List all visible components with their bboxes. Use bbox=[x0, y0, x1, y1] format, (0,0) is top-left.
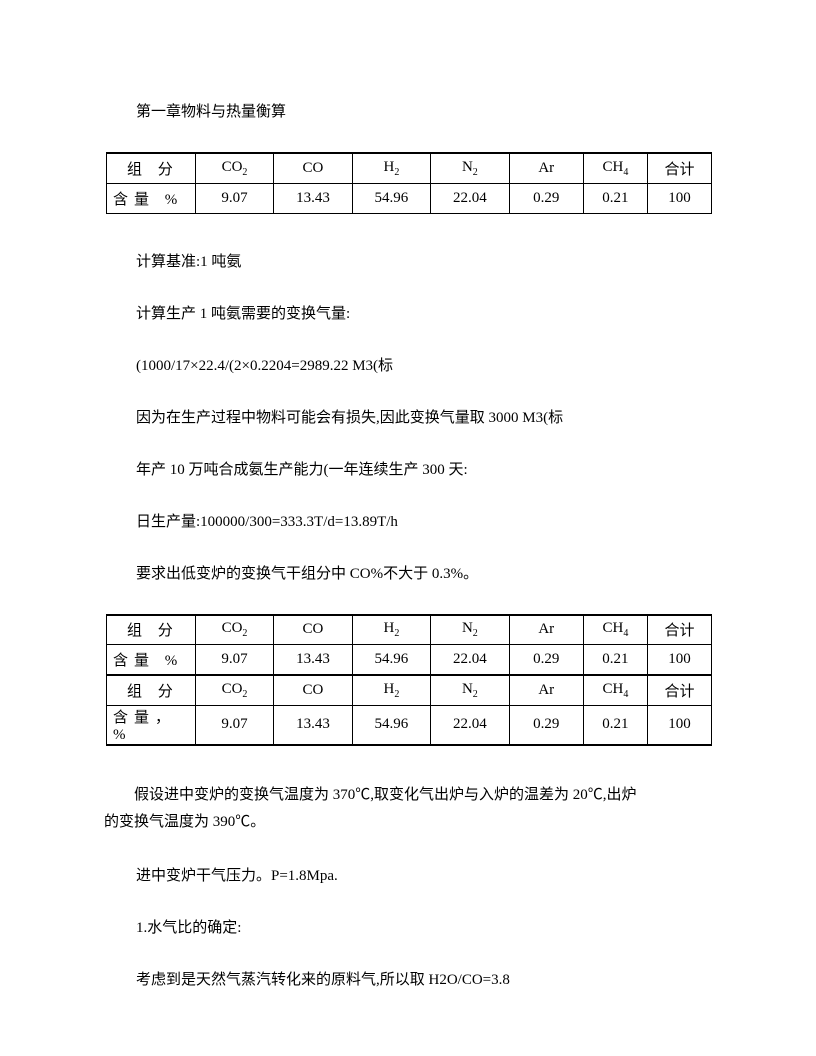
cell-h2: 54.96 bbox=[352, 183, 430, 213]
cell-co2: CO2 bbox=[195, 153, 273, 183]
composition-table-2: 组 分 CO2 CO H2 N2 Ar CH4 合计 含量 % 9.07 13.… bbox=[106, 614, 712, 676]
cell-label: 组 分 bbox=[107, 615, 196, 645]
cell-co: 13.43 bbox=[274, 705, 352, 745]
paragraph: 日生产量:100000/300=333.3T/d=13.89T/h bbox=[136, 510, 716, 534]
cell-sum: 合计 bbox=[647, 675, 711, 705]
paragraph: 考虑到是天然气蒸汽转化来的原料气,所以取 H2O/CO=3.8 bbox=[136, 968, 716, 992]
cell-sum: 100 bbox=[647, 705, 711, 745]
paragraph: 计算生产 1 吨氨需要的变换气量: bbox=[136, 302, 716, 326]
cell-label: 含量，% bbox=[107, 705, 196, 745]
cell-ch4: CH4 bbox=[583, 153, 647, 183]
cell-n2: N2 bbox=[431, 675, 509, 705]
cell-label: 组 分 bbox=[107, 675, 196, 705]
cell-co: CO bbox=[274, 153, 352, 183]
paragraph: (1000/17×22.4/(2×0.2204=2989.22 M3(标 bbox=[136, 354, 716, 378]
cell-sum: 100 bbox=[647, 645, 711, 675]
table-row: 组 分 CO2 CO H2 N2 Ar CH4 合计 bbox=[107, 153, 712, 183]
cell-co: CO bbox=[274, 675, 352, 705]
cell-n2: 22.04 bbox=[431, 183, 509, 213]
paragraph: 年产 10 万吨合成氨生产能力(一年连续生产 300 天: bbox=[136, 458, 716, 482]
cell-co: 13.43 bbox=[274, 645, 352, 675]
cell-ar: 0.29 bbox=[509, 183, 583, 213]
cell-co2: CO2 bbox=[195, 675, 273, 705]
cell-ch4: CH4 bbox=[583, 675, 647, 705]
cell-h2: 54.96 bbox=[352, 645, 430, 675]
cell-ar: 0.29 bbox=[509, 705, 583, 745]
cell-n2: N2 bbox=[431, 615, 509, 645]
cell-co: CO bbox=[274, 615, 352, 645]
chapter-heading: 第一章物料与热量衡算 bbox=[136, 100, 716, 124]
cell-ch4: 0.21 bbox=[583, 645, 647, 675]
table-row: 含量 % 9.07 13.43 54.96 22.04 0.29 0.21 10… bbox=[107, 183, 712, 213]
paragraph: 要求出低变炉的变换气干组分中 CO%不大于 0.3%。 bbox=[136, 562, 716, 586]
cell-h2: H2 bbox=[352, 153, 430, 183]
table-row: 含量 % 9.07 13.43 54.96 22.04 0.29 0.21 10… bbox=[107, 645, 712, 675]
cell-label: 含量 % bbox=[107, 183, 196, 213]
paragraph: 计算基准:1 吨氨 bbox=[136, 250, 716, 274]
text-line: 的变换气温度为 390℃。 bbox=[104, 809, 716, 836]
cell-label: 含量 % bbox=[107, 645, 196, 675]
cell-ch4: 0.21 bbox=[583, 183, 647, 213]
cell-ar: Ar bbox=[509, 615, 583, 645]
paragraph: 1.水气比的确定: bbox=[136, 916, 716, 940]
cell-ch4: 0.21 bbox=[583, 705, 647, 745]
table-row: 含量，% 9.07 13.43 54.96 22.04 0.29 0.21 10… bbox=[107, 705, 712, 745]
cell-ar: Ar bbox=[509, 675, 583, 705]
paragraph: 假设进中变炉的变换气温度为 370℃,取变化气出炉与入炉的温差为 20℃,出炉 … bbox=[104, 782, 716, 836]
cell-h2: H2 bbox=[352, 615, 430, 645]
table-row: 组 分 CO2 CO H2 N2 Ar CH4 合计 bbox=[107, 615, 712, 645]
cell-sum: 合计 bbox=[647, 615, 711, 645]
cell-co2: 9.07 bbox=[195, 705, 273, 745]
cell-co: 13.43 bbox=[274, 183, 352, 213]
cell-ar: 0.29 bbox=[509, 645, 583, 675]
cell-sum: 合计 bbox=[647, 153, 711, 183]
paragraph: 进中变炉干气压力。P=1.8Mpa. bbox=[136, 864, 716, 888]
cell-h2: H2 bbox=[352, 675, 430, 705]
cell-n2: N2 bbox=[431, 153, 509, 183]
cell-n2: 22.04 bbox=[431, 705, 509, 745]
cell-co2: 9.07 bbox=[195, 645, 273, 675]
cell-co2: CO2 bbox=[195, 615, 273, 645]
cell-co2: 9.07 bbox=[195, 183, 273, 213]
composition-table-3: 组 分 CO2 CO H2 N2 Ar CH4 合计 含量，% 9.07 13.… bbox=[106, 674, 712, 746]
text-line: 假设进中变炉的变换气温度为 370℃,取变化气出炉与入炉的温差为 20℃,出炉 bbox=[134, 787, 637, 803]
cell-h2: 54.96 bbox=[352, 705, 430, 745]
cell-ch4: CH4 bbox=[583, 615, 647, 645]
cell-n2: 22.04 bbox=[431, 645, 509, 675]
cell-label: 组 分 bbox=[107, 153, 196, 183]
cell-ar: Ar bbox=[509, 153, 583, 183]
composition-table-1: 组 分 CO2 CO H2 N2 Ar CH4 合计 含量 % 9.07 13.… bbox=[106, 152, 712, 214]
cell-sum: 100 bbox=[647, 183, 711, 213]
paragraph: 因为在生产过程中物料可能会有损失,因此变换气量取 3000 M3(标 bbox=[136, 406, 716, 430]
table-row: 组 分 CO2 CO H2 N2 Ar CH4 合计 bbox=[107, 675, 712, 705]
